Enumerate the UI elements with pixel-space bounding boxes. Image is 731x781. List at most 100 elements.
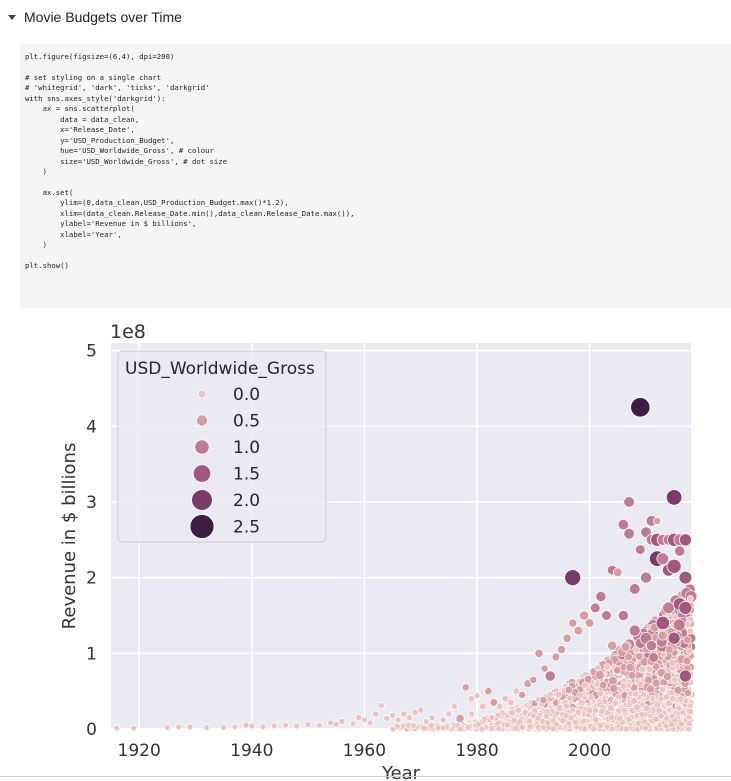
scatter-point: [461, 683, 470, 692]
scatter-point: [662, 601, 675, 615]
scatter-point: [608, 676, 618, 686]
scatter-point: [632, 690, 640, 698]
scatter-point: [638, 665, 647, 674]
scatter-point: [657, 712, 665, 720]
scatter-point: [620, 706, 628, 714]
legend-marker: [197, 389, 207, 399]
section-header[interactable]: Movie Budgets over Time: [8, 6, 182, 28]
y-tick-label: 5: [86, 342, 97, 362]
x-tick-label: 2000: [568, 741, 611, 761]
legend-marker: [194, 439, 210, 455]
scatter-point: [597, 689, 605, 697]
scatter-point: [377, 701, 385, 710]
scatter-point: [663, 671, 672, 681]
code-line: ax.set(: [25, 187, 74, 197]
scatter-point: [598, 707, 606, 716]
code-block[interactable]: plt.figure(figsize=(6,4), dpi=200) # set…: [20, 44, 731, 272]
scatter-point: [349, 720, 357, 728]
legend-title: USD_Worldwide_Gross: [125, 359, 315, 379]
y-axis-offset-label: 1e8: [110, 321, 146, 343]
scatter-point: [594, 664, 602, 672]
scatter-point: [645, 665, 654, 673]
scatter-point: [665, 489, 683, 506]
legend-marker: [192, 464, 212, 483]
legend-box: [117, 350, 327, 543]
scatter-point: [592, 706, 599, 714]
scatter-point: [628, 583, 641, 595]
scatter-point: [590, 725, 598, 733]
scatter-plot: 1920 1940 1960 1980 2000 0 1 2 3 4 5 1e8 Revenue i…: [59, 321, 698, 781]
code-line: ): [25, 240, 47, 250]
scatter-point: [620, 642, 631, 652]
scatter-point: [683, 688, 692, 697]
code-line: # 'whitegrid', 'dark', 'ticks', 'darkgri…: [25, 83, 210, 93]
y-tick-label: 1: [86, 644, 97, 664]
scatter-point: [410, 722, 417, 729]
scatter-point: [580, 717, 588, 725]
scatter-point: [516, 718, 524, 725]
x-tick-label: 1920: [118, 741, 161, 761]
scatter-point: [608, 725, 616, 733]
scatter-point: [640, 571, 653, 584]
code-line: ylabel='Revenue in $ billions',: [25, 219, 197, 229]
scatter-point: [503, 721, 511, 729]
scatter-point: [669, 695, 677, 703]
scatter-point: [506, 698, 515, 707]
scatter-point: [394, 723, 401, 730]
scatter-point: [562, 633, 572, 643]
scatter-point: [585, 706, 594, 715]
scatter-point: [484, 687, 493, 696]
scatter-point: [567, 714, 575, 722]
scatter-points: [113, 397, 693, 732]
code-line: size='USD_Worldwide_Gross', # dot size: [25, 156, 228, 166]
scatter-point: [332, 721, 340, 728]
scatter-point: [473, 692, 481, 700]
code-line: y='USD_Production_Budget',: [25, 135, 175, 145]
scatter-point: [517, 690, 527, 699]
scatter-point: [478, 702, 487, 711]
scatter-point: [519, 723, 526, 731]
scatter-point: [175, 723, 183, 731]
scatter-point: [642, 704, 651, 712]
scatter-point: [587, 693, 595, 702]
scatter-point: [562, 702, 571, 710]
scatter-point: [671, 676, 679, 684]
code-line: plt.show(): [25, 261, 69, 271]
scatter-point: [203, 724, 211, 731]
scatter-point: [480, 715, 488, 723]
scatter-point: [551, 652, 561, 662]
scatter-point: [508, 708, 516, 717]
code-cell[interactable]: plt.figure(figsize=(6,4), dpi=200) # set…: [20, 44, 731, 308]
scatter-point: [645, 640, 658, 652]
legend-label: 1.0: [233, 438, 260, 458]
scatter-point: [685, 720, 693, 728]
scatter-point: [510, 716, 518, 724]
scatter-point: [678, 570, 693, 585]
scatter-point: [467, 710, 475, 718]
scatter-point: [304, 721, 312, 728]
scatter-point: [428, 713, 436, 722]
scatter-point: [598, 680, 608, 690]
scatter-point: [495, 702, 504, 711]
scatter-point: [624, 652, 633, 662]
scatter-point: [622, 725, 630, 733]
scatter-point: [682, 656, 692, 666]
scatter-point: [564, 685, 573, 694]
legend-label: 1.5: [233, 465, 260, 485]
scatter-point: [589, 602, 601, 614]
scatter-point: [559, 716, 567, 724]
scatter-point: [427, 722, 435, 729]
scatter-point: [677, 695, 685, 703]
caret-down-icon[interactable]: [8, 15, 16, 20]
scatter-point: [494, 711, 502, 719]
scatter-point: [270, 722, 278, 730]
scatter-point: [417, 706, 425, 714]
scatter-point: [625, 662, 635, 672]
scatter-point: [634, 544, 646, 555]
code-line: with sns.axes_style('darkgrid'):: [25, 93, 166, 103]
scatter-point: [623, 527, 635, 540]
scatter-point: [592, 716, 600, 724]
y-tick-label: 4: [86, 417, 97, 437]
scatter-point: [609, 683, 619, 693]
scatter-point: [572, 719, 579, 726]
